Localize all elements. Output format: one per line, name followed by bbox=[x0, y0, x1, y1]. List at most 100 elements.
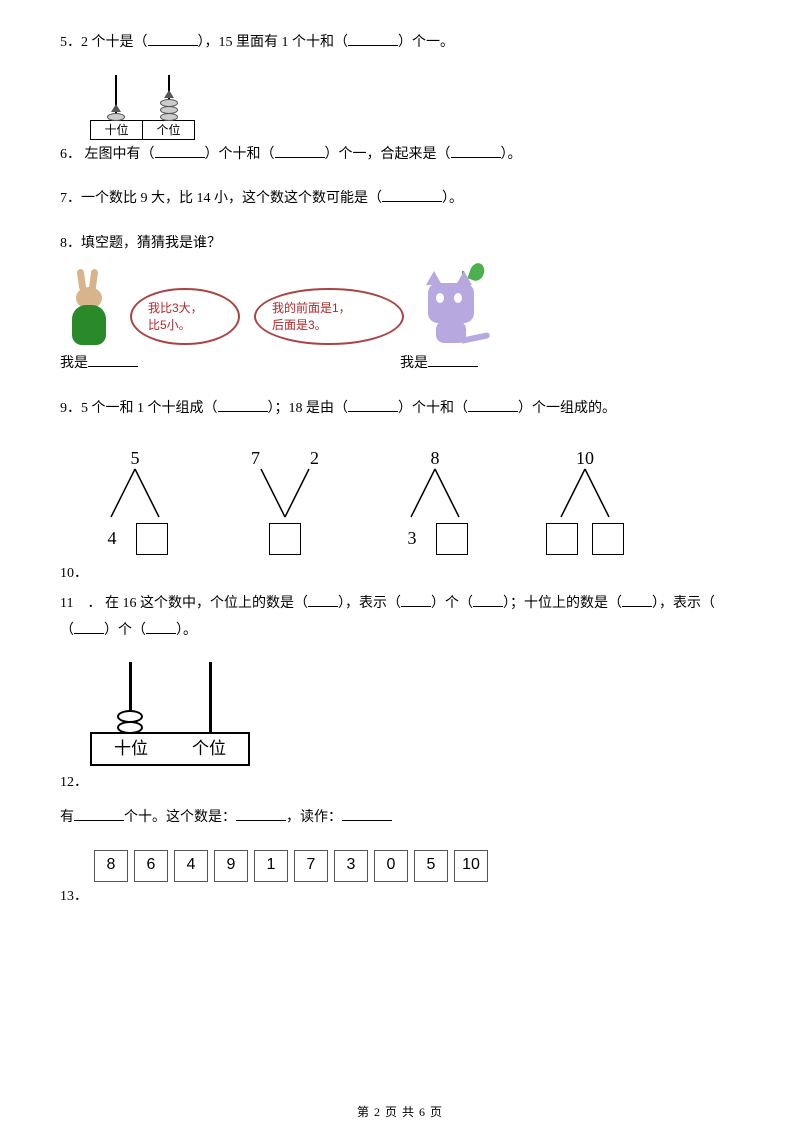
q13-label: ． bbox=[74, 889, 88, 904]
question-5: 5．2 个十是（），15 里面有 1 个十和（）个一。 bbox=[60, 30, 740, 57]
q11-t2: ），表示（ bbox=[338, 596, 401, 611]
split-lines-icon bbox=[85, 465, 185, 521]
answer-box[interactable] bbox=[592, 523, 624, 555]
number-box: 3 bbox=[334, 850, 368, 882]
number-box: 5 bbox=[414, 850, 448, 882]
question-6: 十位 个位 6． 左图中有（）个十和（）个一，合起来是（）。 bbox=[60, 75, 740, 169]
answer-box[interactable] bbox=[546, 523, 578, 555]
bubble2-l2: 后面是3。 bbox=[272, 317, 386, 334]
blank[interactable] bbox=[428, 353, 478, 367]
decomp-top-num: 5 bbox=[131, 441, 140, 465]
question-8: 8．填空题，猜猜我是谁？ 我比3大， 比5小。 我的前面是1， 后面是3。 我是… bbox=[60, 231, 740, 378]
abacus-large-icon: 十位 个位 bbox=[90, 662, 250, 766]
split-lines-icon bbox=[385, 465, 485, 521]
bubble1-l2: 比5小。 bbox=[148, 317, 222, 334]
blank[interactable] bbox=[155, 144, 205, 158]
q6-t1: ． bbox=[67, 147, 81, 162]
q12-t2: 个十。这个数是： bbox=[124, 810, 236, 825]
q8-ans1: 我是 bbox=[60, 356, 88, 371]
abacus-ones-label: 个位 bbox=[143, 121, 194, 139]
blank[interactable] bbox=[218, 398, 268, 412]
q12-t1: 有 bbox=[60, 810, 74, 825]
q9-num: 9 bbox=[60, 401, 67, 416]
number-boxes: 8 6 4 9 1 7 3 0 5 10 bbox=[94, 850, 740, 882]
abacus-icon: 十位 个位 bbox=[90, 75, 195, 140]
blank[interactable] bbox=[308, 593, 338, 607]
question-9: 9．5 个一和 1 个十组成（）；18 是由（）个十和（）个一组成的。 bbox=[60, 396, 740, 423]
abacus-bead bbox=[107, 113, 125, 121]
blank[interactable] bbox=[382, 188, 442, 202]
decomp-top-num: 2 bbox=[310, 441, 319, 465]
decomp-item: 72 bbox=[230, 441, 340, 557]
number-box: 6 bbox=[134, 850, 168, 882]
answer-box[interactable] bbox=[136, 523, 168, 555]
blank[interactable] bbox=[468, 398, 518, 412]
q9-t2: ）；18 是由（ bbox=[268, 401, 349, 416]
decomp-bottom-num: 3 bbox=[402, 521, 422, 555]
abacus-tens-label: 十位 bbox=[91, 121, 143, 139]
blank[interactable] bbox=[342, 807, 392, 821]
blank[interactable] bbox=[236, 807, 286, 821]
q5-num: 5 bbox=[60, 35, 67, 50]
blank[interactable] bbox=[348, 32, 398, 46]
speech-bubble-1: 我比3大， 比5小。 bbox=[130, 288, 240, 346]
blank[interactable] bbox=[74, 620, 104, 634]
split-lines-icon bbox=[535, 465, 635, 521]
decomp-top-num: 7 bbox=[251, 441, 260, 465]
decomp-item: 8 3 bbox=[380, 441, 490, 557]
blank[interactable] bbox=[622, 593, 652, 607]
number-box: 1 bbox=[254, 850, 288, 882]
question-12: 十位 个位 12． 有个十。这个数是：，读作： bbox=[60, 662, 740, 831]
q6-t3: ）个十和（ bbox=[205, 147, 275, 162]
q11-t1: ． 在 16 这个数中，个位上的数是（ bbox=[87, 596, 308, 611]
q11-t3: ）个（ bbox=[431, 596, 473, 611]
q6-t2: 左图中有（ bbox=[85, 147, 155, 162]
cat-icon bbox=[414, 265, 504, 345]
q8-title: ．填空题，猜猜我是谁？ bbox=[67, 236, 221, 251]
decomp-item: 5 4 bbox=[80, 441, 190, 557]
abacus-tens-label: 十位 bbox=[92, 734, 170, 764]
bubble2-l1: 我的前面是1， bbox=[272, 300, 386, 317]
decomp-item: 10 bbox=[530, 441, 640, 557]
number-box: 8 bbox=[94, 850, 128, 882]
abacus-apex bbox=[111, 104, 121, 112]
answer-box[interactable] bbox=[269, 523, 301, 555]
q11-t5: ），表示（ bbox=[652, 596, 715, 611]
q9-t1: ．5 个一和 1 个十组成（ bbox=[67, 401, 218, 416]
q7-t2: ）。 bbox=[442, 191, 463, 206]
blank[interactable] bbox=[146, 620, 176, 634]
q8-num: 8 bbox=[60, 236, 67, 251]
q9-t3: ）个十和（ bbox=[398, 401, 468, 416]
blank[interactable] bbox=[275, 144, 325, 158]
q10-num: 10 bbox=[60, 566, 74, 581]
blank[interactable] bbox=[348, 398, 398, 412]
question-13: 8 6 4 9 1 7 3 0 5 10 13． bbox=[60, 850, 740, 911]
number-box: 0 bbox=[374, 850, 408, 882]
blank[interactable] bbox=[473, 593, 503, 607]
q12-label: ． bbox=[74, 775, 88, 790]
abacus-rod bbox=[209, 662, 212, 732]
merge-lines-icon bbox=[235, 465, 335, 521]
q11-num: 11 bbox=[60, 596, 73, 611]
q6-t5: ）。 bbox=[501, 147, 522, 162]
number-box: 4 bbox=[174, 850, 208, 882]
blank[interactable] bbox=[451, 144, 501, 158]
q10-label: ． bbox=[74, 566, 88, 581]
blank[interactable] bbox=[401, 593, 431, 607]
abacus-apex bbox=[164, 90, 174, 98]
q7-num: 7 bbox=[60, 191, 67, 206]
answer-box[interactable] bbox=[436, 523, 468, 555]
q6-num: 6 bbox=[60, 147, 67, 162]
abacus-bead bbox=[160, 113, 178, 121]
blank[interactable] bbox=[74, 807, 124, 821]
number-box: 10 bbox=[454, 850, 488, 882]
bubble1-l1: 我比3大， bbox=[148, 300, 222, 317]
speech-bubble-2: 我的前面是1， 后面是3。 bbox=[254, 288, 404, 346]
decomp-top-num: 10 bbox=[576, 441, 594, 465]
q12-t3: ，读作： bbox=[286, 810, 342, 825]
question-11: 11 ． 在 16 这个数中，个位上的数是（），表示（）个（）；十位上的数是（）… bbox=[60, 591, 740, 644]
decomposition-row: 5 4 72 8 3 10 bbox=[80, 441, 740, 557]
blank[interactable] bbox=[88, 353, 138, 367]
blank[interactable] bbox=[148, 32, 198, 46]
question-7: 7．一个数比 9 大，比 14 小，这个数这个数可能是（）。 bbox=[60, 186, 740, 213]
